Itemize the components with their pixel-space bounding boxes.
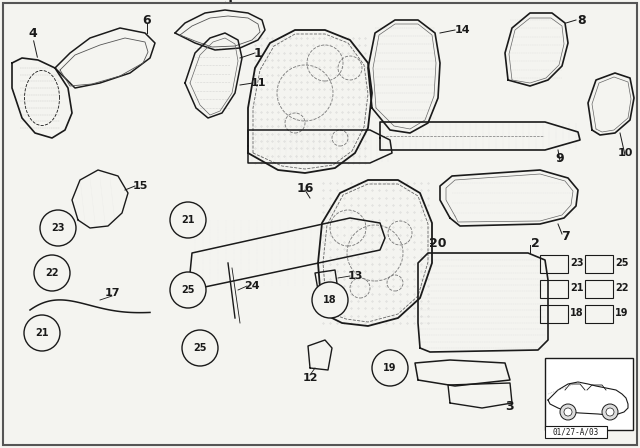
- Text: 4: 4: [29, 26, 37, 39]
- Bar: [585, 255, 613, 273]
- Bar: [540, 280, 568, 298]
- Bar: [545, 358, 633, 430]
- Text: 01/27-A/03: 01/27-A/03: [553, 427, 599, 436]
- Text: 22: 22: [45, 268, 59, 278]
- Text: 24: 24: [244, 281, 260, 291]
- Text: 1: 1: [253, 47, 262, 60]
- Text: 21: 21: [570, 283, 584, 293]
- Text: 18: 18: [570, 308, 584, 318]
- Text: 25: 25: [181, 285, 195, 295]
- Bar: [540, 255, 568, 273]
- Text: 11: 11: [250, 78, 266, 88]
- Circle shape: [606, 408, 614, 416]
- Circle shape: [372, 350, 408, 386]
- Circle shape: [182, 330, 218, 366]
- Circle shape: [602, 404, 618, 420]
- Text: 5: 5: [223, 0, 232, 7]
- Text: 14: 14: [454, 25, 470, 35]
- Text: 22: 22: [615, 283, 628, 293]
- Circle shape: [560, 404, 576, 420]
- Text: 15: 15: [132, 181, 148, 191]
- Text: 25: 25: [193, 343, 207, 353]
- Text: 10: 10: [618, 148, 633, 158]
- Text: 2: 2: [531, 237, 540, 250]
- Text: 16: 16: [296, 181, 314, 194]
- Text: 3: 3: [506, 400, 515, 413]
- Text: 19: 19: [383, 363, 397, 373]
- Bar: [585, 280, 613, 298]
- Text: 6: 6: [143, 13, 151, 26]
- Circle shape: [170, 272, 206, 308]
- Text: 8: 8: [578, 13, 586, 26]
- Text: 17: 17: [104, 288, 120, 298]
- Circle shape: [24, 315, 60, 351]
- Text: 23: 23: [51, 223, 65, 233]
- Bar: [545, 426, 607, 438]
- Text: 21: 21: [35, 328, 49, 338]
- Circle shape: [40, 210, 76, 246]
- Text: 18: 18: [323, 295, 337, 305]
- Text: 9: 9: [556, 151, 564, 164]
- Bar: [540, 305, 568, 323]
- Text: 19: 19: [615, 308, 628, 318]
- Text: 25: 25: [615, 258, 628, 268]
- Text: 21: 21: [181, 215, 195, 225]
- Circle shape: [170, 202, 206, 238]
- Circle shape: [34, 255, 70, 291]
- Text: 13: 13: [348, 271, 363, 281]
- Circle shape: [312, 282, 348, 318]
- Text: 23: 23: [570, 258, 584, 268]
- Text: 20: 20: [429, 237, 447, 250]
- Bar: [585, 305, 613, 323]
- Circle shape: [564, 408, 572, 416]
- Text: 7: 7: [561, 229, 570, 242]
- Text: 12: 12: [302, 373, 317, 383]
